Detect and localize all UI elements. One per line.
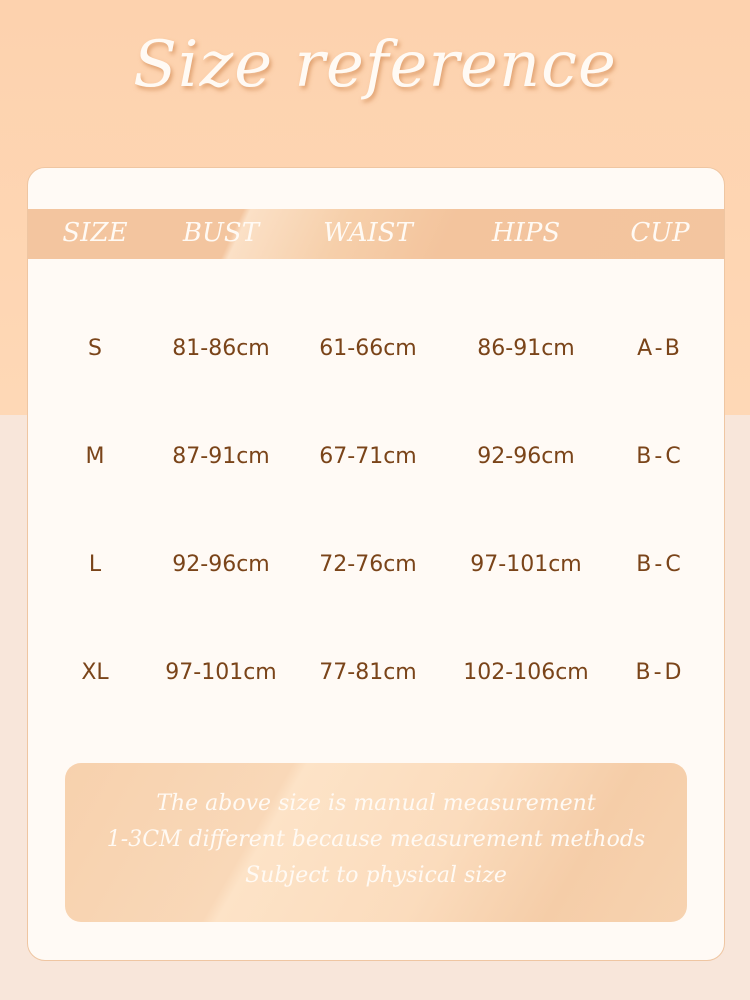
column-header: HIPS <box>491 218 561 248</box>
table-cell: B-D <box>635 660 685 685</box>
column-header: BUST <box>182 218 260 248</box>
table-cell: S <box>88 336 102 361</box>
column-header: CUP <box>630 218 690 248</box>
table-cell: 92-96cm <box>172 552 270 577</box>
table-cell: L <box>88 552 102 577</box>
note-line: Subject to physical size <box>245 863 507 888</box>
table-cell: 87-91cm <box>172 444 270 469</box>
table-cell: 92-96cm <box>477 444 575 469</box>
table-cell: 77-81cm <box>319 660 417 685</box>
table-cell: 97-101cm <box>165 660 277 685</box>
table-cell: 86-91cm <box>477 336 575 361</box>
table-cell: B-C <box>636 552 684 577</box>
table-cell: 97-101cm <box>470 552 582 577</box>
table-cell: 81-86cm <box>172 336 270 361</box>
table-cell: 72-76cm <box>319 552 417 577</box>
table-cell: B-C <box>636 444 684 469</box>
table-cell: M <box>85 444 105 469</box>
table-cell: XL <box>81 660 109 685</box>
column-header: WAIST <box>323 218 413 248</box>
column-header: SIZE <box>62 218 128 248</box>
table-cell: 61-66cm <box>319 336 417 361</box>
note-line: The above size is manual measurement <box>156 791 596 816</box>
page-title: Size reference <box>133 28 617 102</box>
table-cell: 67-71cm <box>319 444 417 469</box>
table-cell: 102-106cm <box>463 660 589 685</box>
table-cell: A-B <box>637 336 683 361</box>
note-line: 1-3CM different because measurement meth… <box>106 827 646 852</box>
table-header-band <box>28 209 724 259</box>
note-box: The above size is manual measurement 1-3… <box>65 763 687 922</box>
